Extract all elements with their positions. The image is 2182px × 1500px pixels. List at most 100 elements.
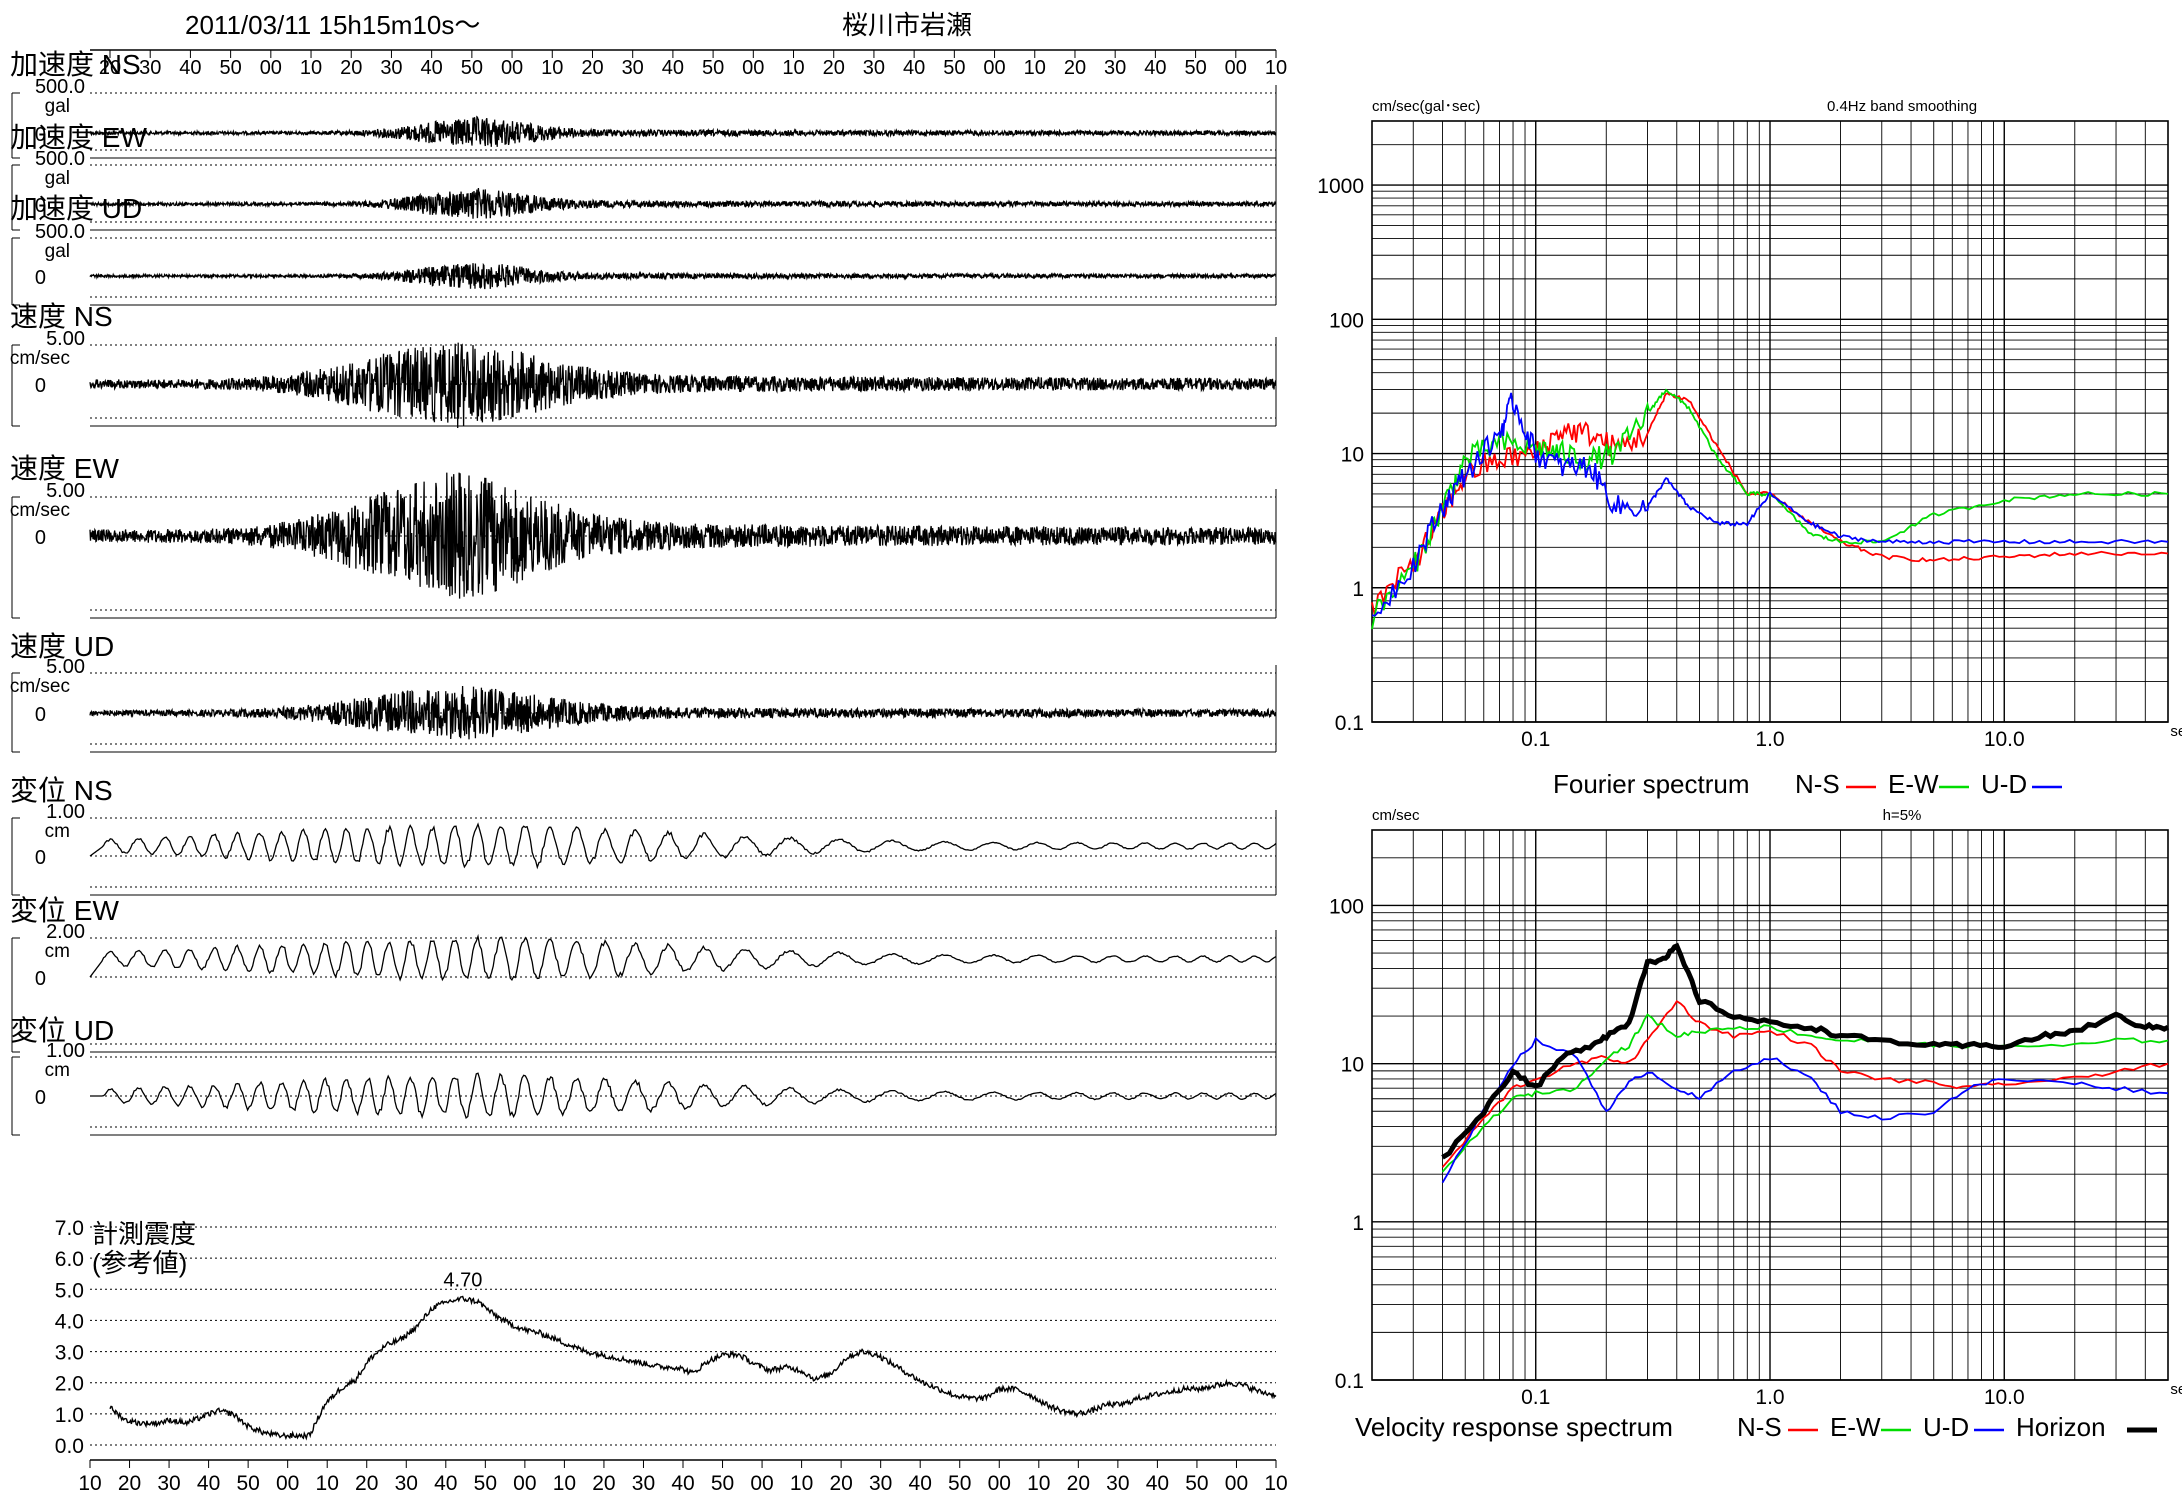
waveform-title: 変位 EW [10, 895, 119, 926]
intensity-y-label: 6.0 [55, 1248, 84, 1271]
spectrum-x-tick-label: 0.1 [1521, 728, 1550, 751]
waveform-zero-label: 0 [35, 375, 46, 397]
bottom-axis-tick-label: 30 [1106, 1472, 1129, 1495]
top-axis-tick-label: 00 [742, 57, 764, 79]
waveform-unit-label: cm/sec [10, 676, 70, 697]
spectrum-y-tick-label: 0.1 [1335, 1370, 1364, 1393]
record-datetime: 2011/03/11 15h15m10s～ [185, 10, 480, 40]
legend-label: E-W [1888, 769, 1939, 799]
top-axis-tick-label: 10 [1024, 57, 1046, 79]
fourier-spectrum-chart: 0.1 1.0 10.0 1000 100 10 1 0.1 sec cm/sec(gal･sec… [1317, 98, 2182, 799]
waveform-trace [89, 342, 1277, 429]
waveform-scale-bar [11, 344, 20, 427]
bottom-axis-tick-label: 10 [78, 1472, 101, 1495]
intensity-y-label: 0.0 [55, 1435, 84, 1458]
waveform-scale-bar [11, 937, 20, 1053]
bottom-axis-tick-label: 30 [869, 1472, 892, 1495]
intensity-y-label: 5.0 [55, 1279, 84, 1302]
waveform-title: 速度 EW [10, 453, 119, 484]
waveform-max-label: 5.00 [46, 328, 85, 350]
bottom-axis-tick-label: 10 [1264, 1472, 1287, 1495]
top-axis-tick-label: 40 [179, 57, 201, 79]
bottom-axis-tick-label: 50 [1185, 1472, 1208, 1495]
bottom-axis-tick-label: 10 [316, 1472, 339, 1495]
top-axis-tick-label: 20 [99, 57, 121, 79]
legend-label: Horizon [2016, 1412, 2106, 1442]
intensity-y-label: 2.0 [55, 1373, 84, 1396]
waveform-unit-label: cm/sec [10, 348, 70, 369]
top-axis-tick-label: 10 [300, 57, 322, 79]
bottom-axis-tick-label: 50 [711, 1472, 734, 1495]
spectrum-y-tick-label: 1000 [1317, 175, 1364, 198]
spectrum-series-u-d [1371, 392, 2169, 617]
spectrum-x-tick-label: 10.0 [1984, 1386, 2025, 1409]
bottom-axis-tick-label: 00 [513, 1472, 536, 1495]
bottom-axis-tick-label: 50 [236, 1472, 259, 1495]
top-axis-tick-label: 50 [1184, 57, 1206, 79]
waveform-max-label: 1.00 [46, 1040, 85, 1062]
waveform-zero-label: 0 [35, 527, 46, 549]
spectrum-x-tick-label: 1.0 [1755, 1386, 1784, 1409]
spectrum-series-e-w [1371, 388, 2169, 630]
waveform-max-label: 500.0 [35, 148, 85, 170]
bottom-axis-tick-label: 20 [118, 1472, 141, 1495]
top-axis-tick-label: 50 [943, 57, 965, 79]
waveform-zero-label: 0 [35, 267, 46, 289]
top-axis-tick-label: 50 [461, 57, 483, 79]
intensity-y-label: 3.0 [55, 1342, 84, 1365]
waveform-title: 加速度 EW [10, 122, 147, 153]
spectrum-y-tick-label: 100 [1329, 895, 1364, 918]
waveform-zero-label: 0 [35, 704, 46, 726]
spectrum-frame [1371, 120, 2169, 723]
intensity-trace [109, 1295, 1277, 1441]
bottom-axis-tick-label: 20 [355, 1472, 378, 1495]
bottom-axis-tick-label: 10 [1027, 1472, 1050, 1495]
waveform-max-label: 1.00 [46, 801, 85, 823]
waveform-trace [89, 822, 1277, 870]
waveform-title: 変位 UD [10, 1015, 114, 1046]
waveform-trace [89, 262, 1277, 290]
waveform-scale-bar [11, 496, 20, 619]
intensity-y-label: 4.0 [55, 1310, 84, 1333]
waveform-panel: 20 30 40 50 00 10 20 30 40 50 00 10 20 30 40 50 00 10 20 30… [10, 49, 1287, 1136]
bottom-time-axis: 10 20 30 40 50 00 10 20 30 40 50 00 10 20 30 40 50 00 10 20… [78, 1459, 1288, 1495]
legend-label: N-S [1737, 1412, 1782, 1442]
waveform-trace [90, 1072, 1277, 1120]
waveform-max-label: 5.00 [46, 656, 85, 678]
waveform-unit-label: gal [45, 96, 70, 117]
bottom-axis-tick-label: 10 [790, 1472, 813, 1495]
top-axis-tick-label: 30 [863, 57, 885, 79]
top-axis-tick-label: 40 [903, 57, 925, 79]
spectrum-title: 0.4Hz band smoothing [1827, 98, 1977, 115]
intensity-subtitle: (参考値) [92, 1248, 187, 1278]
top-axis-tick-label: 00 [983, 57, 1005, 79]
top-axis-tick-label: 30 [380, 57, 402, 79]
bottom-axis-tick-label: 40 [197, 1472, 220, 1495]
spectrum-series-u-d [1441, 1036, 2169, 1184]
bottom-axis-tick-label: 40 [909, 1472, 932, 1495]
spectrum-y-tick-label: 0.1 [1335, 712, 1364, 735]
waveform-trace [89, 685, 1277, 740]
waveform-zero-label: 0 [35, 968, 46, 990]
waveform-unit-label: gal [45, 168, 70, 189]
bottom-axis-tick-label: 00 [750, 1472, 773, 1495]
waveform-unit-label: cm [45, 941, 70, 962]
bottom-axis-tick-label: 40 [1146, 1472, 1169, 1495]
spectrum-caption: Fourier spectrum [1553, 769, 1750, 799]
top-axis-tick-label: 00 [501, 57, 523, 79]
top-axis-tick-label: 30 [1104, 57, 1126, 79]
intensity-peak-label: 4.70 [443, 1270, 482, 1292]
waveform-scale-bar [11, 92, 20, 159]
waveform-scale-bar [11, 672, 20, 753]
intensity-y-label: 1.0 [55, 1404, 84, 1427]
waveform-unit-label: cm/sec [10, 500, 70, 521]
